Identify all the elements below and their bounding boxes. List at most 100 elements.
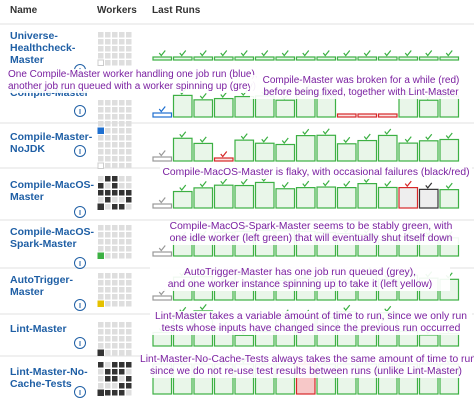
job-name[interactable]: Healthcheck- (10, 42, 76, 54)
worker-cell (98, 107, 104, 113)
worker-cell (126, 149, 132, 155)
job-run (172, 56, 193, 61)
worker-cell (98, 135, 104, 141)
job-run (357, 56, 378, 61)
worker-cell (105, 301, 111, 307)
job-name[interactable]: AutoTrigger- (10, 274, 73, 286)
job-name[interactable]: Master (10, 191, 44, 203)
check-icon (158, 106, 166, 113)
job-name[interactable]: Master (10, 286, 44, 298)
worker-cell (112, 294, 118, 300)
job-run (152, 56, 173, 61)
check-icon (199, 136, 207, 143)
worker-cell (105, 322, 111, 328)
info-icon (74, 386, 86, 398)
worker-cell (105, 128, 111, 134)
worker-cell (126, 156, 132, 162)
worker-cell (126, 225, 132, 231)
worker-cell (105, 100, 111, 106)
job-name[interactable]: Lint-Master-No- (10, 366, 88, 378)
job-run (152, 156, 173, 162)
job-name[interactable]: Cache-Tests (10, 378, 72, 390)
worker-cell (126, 197, 132, 203)
annotation-line: AutoTrigger-Master has one job run queue… (184, 267, 416, 278)
job-run (439, 95, 460, 118)
worker-cell (105, 232, 111, 238)
job-run (152, 112, 173, 118)
job-name[interactable]: Compile-Master- (10, 131, 93, 143)
worker-cell (119, 60, 125, 66)
check-icon (384, 50, 392, 57)
worker-cell (105, 107, 111, 113)
job-run (398, 187, 419, 209)
job-name[interactable]: Compile-MacOS- (10, 226, 95, 238)
info-icon (74, 145, 86, 157)
worker-cell (112, 163, 118, 169)
check-icon (240, 50, 248, 57)
job-run (336, 113, 357, 118)
check-icon (302, 128, 310, 136)
worker-cell (112, 246, 118, 252)
job-run (234, 95, 255, 118)
worker-cell (126, 329, 132, 335)
worker-cell (119, 239, 125, 245)
job-run (193, 56, 214, 61)
annotation-line: one idle worker (left green) that will e… (169, 233, 453, 244)
worker-cell (126, 39, 132, 45)
active-worker (97, 127, 104, 134)
worker-cell (98, 32, 104, 38)
worker-cell (119, 53, 125, 59)
worker-cell (126, 294, 132, 300)
job-name[interactable]: Spark-Master (10, 238, 77, 250)
job-run (439, 56, 460, 61)
job-run (172, 190, 193, 209)
worker-cell (98, 176, 104, 182)
worker-cell (98, 149, 104, 155)
check-icon (343, 136, 351, 144)
worker-cell (119, 301, 125, 307)
worker-cell (98, 100, 104, 106)
worker-cell (112, 176, 118, 182)
worker-cell (105, 336, 111, 342)
info-icon (74, 299, 86, 311)
job-name[interactable]: Universe- (10, 30, 58, 42)
job-run (254, 181, 275, 209)
job-name[interactable]: Compile-MacOS- (10, 179, 95, 191)
job-run (234, 184, 255, 209)
worker-cell (112, 128, 118, 134)
worker-cell (98, 343, 104, 349)
check-icon (240, 133, 248, 140)
job-run (418, 140, 439, 162)
annotation: Compile-Master was broken for a while (r… (250, 75, 472, 99)
job-run (234, 334, 255, 347)
worker-cell (105, 135, 111, 141)
job-name[interactable]: NoJDK (10, 143, 46, 155)
job-run (377, 186, 398, 209)
annotation-line: Compile-MacOS-Master is flaky, with occa… (162, 167, 470, 178)
job-name[interactable]: Lint-Master (10, 323, 67, 335)
worker-cell (126, 107, 132, 113)
worker-cell (98, 287, 104, 293)
job-run (398, 142, 419, 162)
check-icon (322, 50, 330, 57)
job-run (439, 333, 460, 347)
worker-cell (112, 390, 118, 396)
worker-cell (105, 204, 111, 210)
worker-cell (126, 280, 132, 286)
worker-cell (119, 350, 125, 356)
worker-cell (105, 163, 111, 169)
job-name[interactable]: Master (10, 54, 44, 66)
check-icon (343, 304, 351, 312)
worker-cell (105, 383, 111, 389)
worker-cell (98, 197, 104, 203)
check-icon (281, 137, 289, 144)
worker-cell (112, 100, 118, 106)
check-icon (445, 182, 453, 190)
worker-cell (126, 383, 132, 389)
job-run (336, 56, 357, 61)
worker-cell (126, 239, 132, 245)
worker-cell (126, 246, 132, 252)
job-run (377, 134, 398, 162)
check-icon (404, 180, 412, 188)
